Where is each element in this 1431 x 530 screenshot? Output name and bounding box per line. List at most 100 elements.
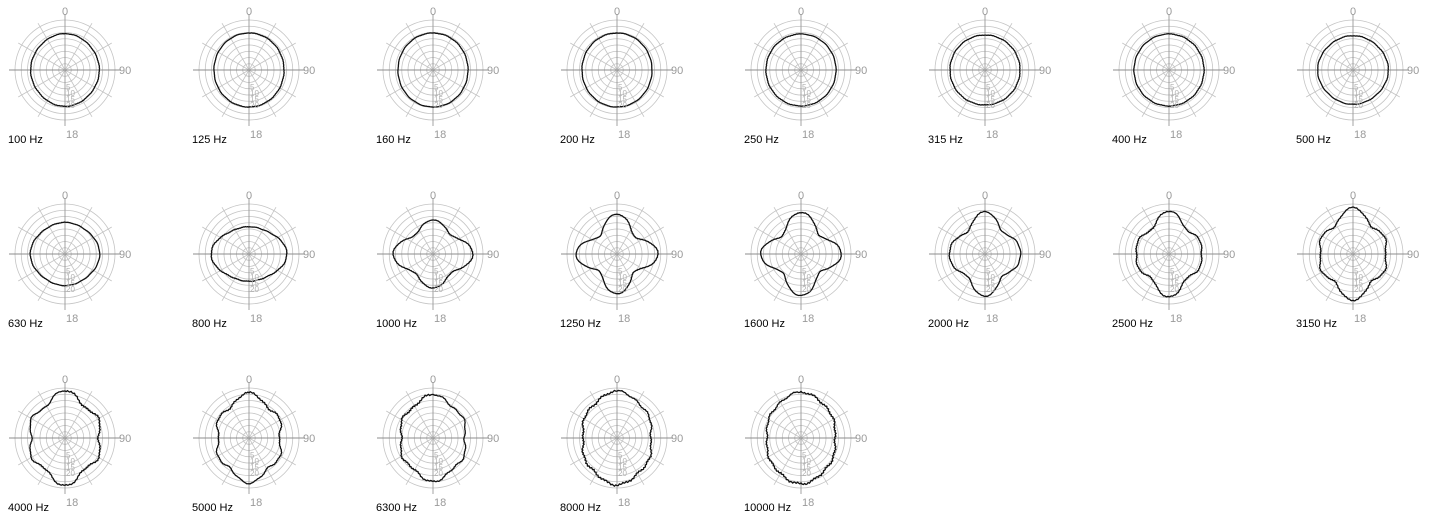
polar-plot-svg <box>9 382 121 494</box>
angle-tick-180: 18 <box>250 497 263 509</box>
angle-tick-180: 18 <box>434 313 447 325</box>
grid-spoke <box>616 69 645 117</box>
polar-plot: 5 10 15 20 0 90 18 2000 Hz <box>928 190 1103 346</box>
polar-plot: 5 10 15 20 0 90 18 125 Hz <box>192 6 367 162</box>
angle-tick-0: 0 <box>61 374 69 386</box>
polar-chart-grid: 5 10 15 20 0 90 18 100 Hz 5 10 15 20 0 90 18 125 Hz 5 10 1… <box>8 6 1431 514</box>
grid-spoke <box>616 207 645 255</box>
radial-scale-labels: 5 10 15 20 <box>802 452 811 478</box>
grid-spoke <box>1352 253 1381 301</box>
radial-tick-label: 15 <box>434 463 443 472</box>
polar-plot: 5 10 15 20 0 90 18 1250 Hz <box>560 190 735 346</box>
grid-spoke <box>221 69 250 117</box>
grid-spoke <box>800 253 848 282</box>
grid-spoke <box>1352 23 1381 71</box>
polar-plot: 5 10 15 20 0 90 18 1600 Hz <box>744 190 919 346</box>
angle-tick-90: 90 <box>119 433 132 445</box>
angle-tick-180: 18 <box>66 497 79 509</box>
radial-tick-label: 5 <box>802 83 807 92</box>
grid-spoke <box>1306 42 1354 71</box>
directivity-trace <box>581 389 653 487</box>
angle-tick-180: 18 <box>66 129 79 141</box>
grid-spoke <box>202 226 250 255</box>
polar-plot-svg <box>929 14 1041 126</box>
radial-tick-label: 5 <box>434 267 439 276</box>
angle-tick-180: 18 <box>618 129 631 141</box>
directivity-trace <box>1317 35 1390 105</box>
frequency-label: 500 Hz <box>1296 134 1331 146</box>
polar-plot: 5 10 15 20 0 90 18 200 Hz <box>560 6 735 162</box>
polar-plot-svg <box>377 198 489 310</box>
radial-tick-label: 10 <box>1170 273 1179 282</box>
grid-spoke <box>754 42 802 71</box>
polar-plot-svg <box>193 14 305 126</box>
grid-spoke <box>800 23 829 71</box>
radial-tick-label: 15 <box>802 279 811 288</box>
grid-spoke <box>64 42 112 71</box>
directivity-trace <box>399 393 467 483</box>
radial-tick-label: 10 <box>434 457 443 466</box>
radial-tick-label: 15 <box>802 95 811 104</box>
grid-spoke <box>248 410 296 439</box>
radial-tick-label: 5 <box>434 451 439 460</box>
grid-spoke <box>64 253 93 301</box>
polar-plot: 5 10 15 20 0 90 18 800 Hz <box>192 190 367 346</box>
directivity-trace <box>765 390 837 486</box>
polar-plot-svg <box>9 14 121 126</box>
radial-tick-label: 5 <box>618 451 623 460</box>
grid-spoke <box>800 437 829 485</box>
angle-tick-180: 18 <box>250 313 263 325</box>
frequency-label: 800 Hz <box>192 318 227 330</box>
grid-spoke <box>800 69 848 98</box>
angle-tick-180: 18 <box>986 313 999 325</box>
grid-spoke <box>405 391 434 439</box>
grid-spoke <box>1306 226 1354 255</box>
polar-plot: 5 10 15 20 0 90 18 500 Hz <box>1296 6 1431 162</box>
grid-spoke <box>221 391 250 439</box>
grid-spoke <box>938 226 986 255</box>
radial-tick-label: 15 <box>618 279 627 288</box>
grid-spoke <box>616 226 664 255</box>
grid-spoke <box>64 69 112 98</box>
angle-tick-180: 18 <box>1354 313 1367 325</box>
grid-spoke <box>37 207 66 255</box>
grid-spoke <box>800 207 829 255</box>
polar-plot-svg <box>561 14 673 126</box>
grid-spoke <box>984 69 1013 117</box>
grid-spoke <box>570 69 618 98</box>
angle-tick-180: 18 <box>802 497 815 509</box>
radial-tick-label: 10 <box>802 457 811 466</box>
angle-tick-0: 0 <box>797 190 805 202</box>
grid-spoke <box>773 437 802 485</box>
radial-tick-label: 20 <box>250 469 259 478</box>
radial-tick-label: 15 <box>986 95 995 104</box>
grid-spoke <box>754 253 802 282</box>
angle-tick-180: 18 <box>618 497 631 509</box>
grid-spoke <box>800 437 848 466</box>
radial-tick-label: 15 <box>1170 95 1179 104</box>
grid-spoke <box>589 437 618 485</box>
polar-plot-svg <box>193 382 305 494</box>
grid-spoke <box>432 437 461 485</box>
grid-spoke <box>64 410 112 439</box>
polar-plot-svg <box>561 198 673 310</box>
angle-tick-0: 0 <box>429 6 437 18</box>
radial-tick-label: 15 <box>986 279 995 288</box>
directivity-trace <box>29 389 101 486</box>
radial-tick-label: 10 <box>250 273 259 282</box>
angle-tick-0: 0 <box>1165 190 1173 202</box>
radial-scale-labels: 5 10 15 20 <box>250 452 259 478</box>
grid-spoke <box>589 391 618 439</box>
angle-tick-0: 0 <box>61 190 69 202</box>
radial-tick-label: 5 <box>1354 267 1359 276</box>
radial-tick-label: 15 <box>434 95 443 104</box>
grid-spoke <box>248 226 296 255</box>
grid-spoke <box>432 69 480 98</box>
radial-tick-label: 5 <box>1170 83 1175 92</box>
angle-tick-90: 90 <box>487 249 500 261</box>
grid-spoke <box>800 410 848 439</box>
grid-spoke <box>432 42 480 71</box>
frequency-label: 6300 Hz <box>376 502 417 514</box>
polar-plot-svg <box>929 198 1041 310</box>
angle-tick-90: 90 <box>671 65 684 77</box>
